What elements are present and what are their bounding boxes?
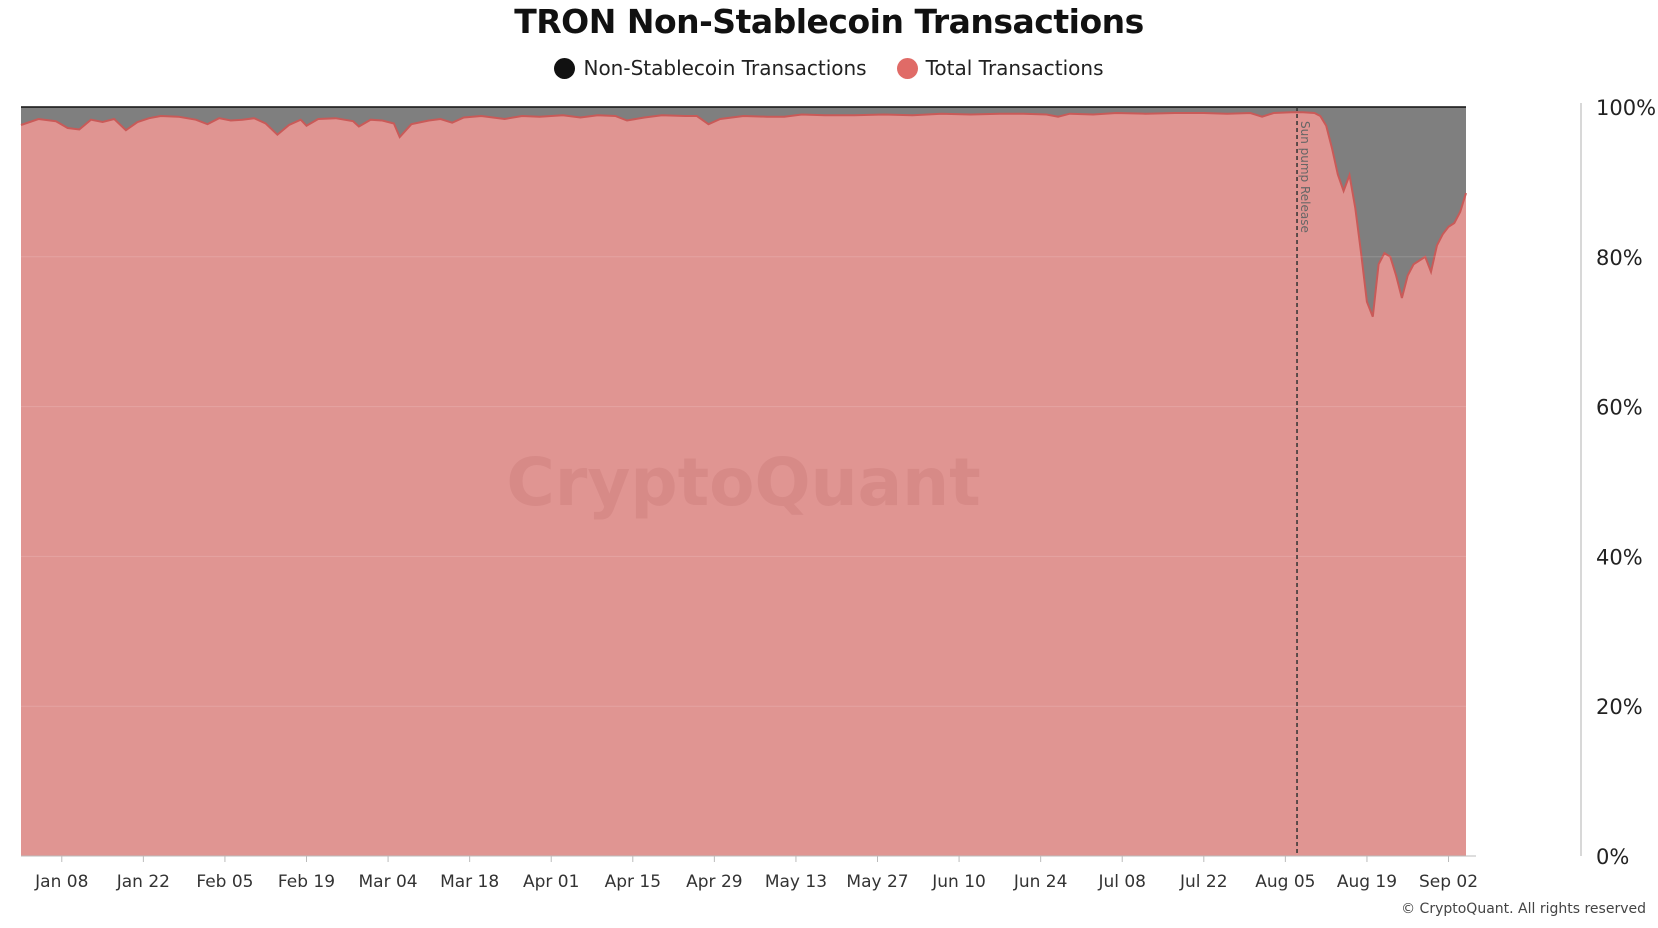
x-tick-label: Mar 04 [359, 872, 418, 892]
series-area-total [21, 112, 1466, 856]
legend-label-non-stablecoin: Non-Stablecoin Transactions [583, 56, 867, 80]
watermark: CryptoQuant [506, 444, 980, 521]
annotation-label: Sun pump Release [1298, 121, 1312, 233]
x-tick-label: Jan 08 [34, 872, 88, 892]
legend-dot-total [896, 57, 918, 79]
x-tick-label: Apr 15 [605, 872, 661, 892]
x-tick-label: Mar 18 [440, 872, 499, 892]
legend-label-total: Total Transactions [925, 56, 1104, 80]
x-tick-label: May 27 [846, 872, 908, 892]
x-tick-label: Jan 22 [116, 872, 170, 892]
legend: Non-Stablecoin Transactions Total Transa… [0, 56, 1658, 80]
legend-dot-non-stablecoin [554, 57, 576, 79]
y-tick-label: 40% [1596, 545, 1643, 569]
series-line-total [20, 111, 1467, 318]
x-tick-label: Jul 08 [1097, 872, 1146, 892]
copyright-notice: © CryptoQuant. All rights reserved [1401, 901, 1646, 917]
y-tick-label: 80% [1596, 246, 1643, 270]
x-tick-label: Feb 05 [196, 872, 253, 892]
x-tick-label: Jul 22 [1179, 872, 1228, 892]
x-tick-label: Aug 19 [1337, 872, 1397, 892]
x-tick-label: Aug 05 [1255, 872, 1315, 892]
x-tick-label: Feb 19 [278, 872, 335, 892]
chart-title: TRON Non-Stablecoin Transactions [514, 2, 1144, 41]
legend-item-total[interactable]: Total Transactions [896, 56, 1104, 80]
legend-item-non-stablecoin[interactable]: Non-Stablecoin Transactions [554, 56, 867, 80]
y-tick-label: 0% [1596, 845, 1629, 869]
x-tick-label: Jun 10 [931, 872, 986, 892]
x-tick-label: Jun 24 [1013, 872, 1068, 892]
y-tick-label: 100% [1596, 96, 1656, 120]
y-tick-label: 20% [1596, 695, 1643, 719]
x-tick-label: May 13 [765, 872, 827, 892]
x-tick-label: Sep 02 [1419, 872, 1478, 892]
y-tick-label: 60% [1596, 396, 1643, 420]
x-tick-label: Apr 29 [686, 872, 742, 892]
x-tick-label: Apr 01 [523, 872, 579, 892]
